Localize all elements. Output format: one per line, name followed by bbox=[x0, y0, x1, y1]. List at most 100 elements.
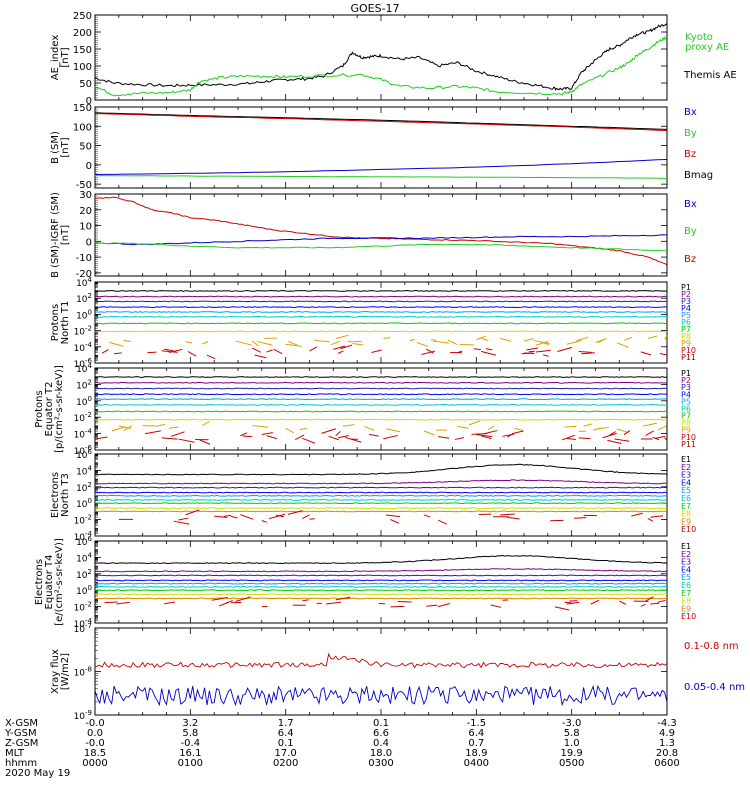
y-tick-label: 10-8 bbox=[74, 666, 92, 679]
legend-p5: P5 bbox=[681, 311, 691, 320]
y-tick-label: 104 bbox=[76, 464, 92, 477]
series-p10 bbox=[302, 437, 316, 444]
series-p10 bbox=[609, 431, 616, 436]
legend-p11: P11 bbox=[681, 353, 696, 362]
y-tick-label: 10-2 bbox=[74, 514, 92, 527]
y-tick-label: -20 bbox=[76, 269, 92, 280]
series-e10 bbox=[426, 604, 438, 607]
series-e10 bbox=[326, 601, 342, 605]
legend-p8: P8 bbox=[681, 419, 691, 428]
series-bx bbox=[94, 234, 668, 246]
legend-e5: E5 bbox=[681, 573, 691, 582]
series-p9 bbox=[433, 340, 450, 344]
legend-e7: E7 bbox=[681, 589, 691, 598]
y-axis-label: [W/m2] bbox=[60, 653, 71, 690]
series-p10 bbox=[480, 350, 497, 356]
legend-e7: E7 bbox=[681, 502, 691, 511]
series-p10 bbox=[383, 434, 399, 440]
panel-electronsN bbox=[94, 453, 668, 537]
series-p2 bbox=[94, 295, 668, 298]
y-tick-label: 20 bbox=[79, 206, 92, 217]
series-0-05-0-4-nm bbox=[94, 684, 668, 707]
series-p10 bbox=[266, 349, 273, 353]
legend-p2: P2 bbox=[681, 376, 691, 385]
series-p9 bbox=[423, 430, 435, 436]
series-e10 bbox=[390, 519, 400, 524]
series-p9 bbox=[118, 425, 131, 430]
panel-bigrf bbox=[94, 193, 668, 277]
series-p9 bbox=[523, 338, 534, 342]
ephemeris-value: 0.1 bbox=[278, 738, 294, 749]
series-e10 bbox=[590, 599, 600, 605]
series-p10 bbox=[266, 435, 277, 440]
series-p8 bbox=[94, 418, 668, 421]
panel-frame bbox=[94, 14, 668, 101]
series-e10 bbox=[173, 520, 190, 525]
series-p10 bbox=[480, 435, 492, 440]
y-tick-label: 10-6 bbox=[74, 357, 93, 370]
series-p10 bbox=[654, 435, 666, 439]
legend-p11: P11 bbox=[681, 440, 696, 449]
series-bz bbox=[94, 196, 668, 266]
y-tick-label: 10-4 bbox=[74, 428, 93, 441]
series-p9 bbox=[342, 424, 355, 427]
y-tick-label: 150 bbox=[73, 103, 92, 114]
y-axis-label: B (SM)-IGRF (SM) bbox=[50, 192, 61, 278]
series-p8 bbox=[95, 330, 667, 333]
series-e6 bbox=[94, 585, 668, 588]
series-p10 bbox=[368, 433, 379, 437]
y-axis-label: AE_index bbox=[50, 35, 61, 81]
series-p9 bbox=[476, 335, 486, 340]
ephemeris-value: 17.0 bbox=[275, 748, 297, 759]
ephemeris-label-x-gsm: X-GSM bbox=[5, 718, 38, 729]
series-themis-ae bbox=[94, 23, 668, 91]
series-e10 bbox=[164, 601, 176, 605]
ephemeris-label-z-gsm: Z-GSM bbox=[5, 738, 38, 749]
y-axis-label: Electrons bbox=[34, 559, 45, 605]
legend-e10: E10 bbox=[681, 525, 696, 534]
series-p9 bbox=[299, 427, 308, 431]
ephemeris-value: 4.9 bbox=[659, 728, 675, 739]
legend-p9: P9 bbox=[681, 339, 691, 348]
series-p9 bbox=[123, 425, 133, 432]
series-e10 bbox=[640, 603, 646, 607]
series-e10 bbox=[650, 602, 660, 605]
legend-e10: E10 bbox=[681, 612, 696, 621]
series-e10 bbox=[500, 513, 515, 516]
series-p9 bbox=[643, 422, 658, 427]
ephemeris-value: 0500 bbox=[559, 758, 584, 769]
series-p10 bbox=[164, 348, 174, 352]
legend-e8: E8 bbox=[681, 597, 691, 606]
series-e5 bbox=[94, 494, 668, 497]
series-e10 bbox=[185, 509, 200, 516]
series-p10 bbox=[206, 354, 216, 360]
series-by bbox=[94, 242, 667, 252]
y-axis-label: [nT] bbox=[60, 47, 71, 67]
series-p9 bbox=[616, 342, 629, 348]
series-p3 bbox=[94, 387, 668, 390]
ephemeris-value: 19.9 bbox=[561, 748, 583, 759]
y-tick-label: 200 bbox=[73, 28, 92, 39]
series-p5 bbox=[94, 398, 668, 401]
y-tick-label: 100 bbox=[76, 497, 92, 510]
legend-e6: E6 bbox=[681, 494, 691, 503]
series-p10 bbox=[333, 345, 346, 350]
series-p5 bbox=[94, 311, 668, 313]
legend-e5: E5 bbox=[681, 486, 691, 495]
legend-bmag: Bmag bbox=[684, 170, 713, 181]
series-p10 bbox=[485, 348, 493, 351]
series-e10 bbox=[230, 515, 238, 519]
series-p9 bbox=[583, 423, 592, 427]
panel-frame bbox=[94, 540, 668, 624]
series-e9 bbox=[95, 597, 668, 600]
series-p10 bbox=[294, 434, 305, 441]
series-p9 bbox=[664, 335, 668, 340]
series-p10 bbox=[542, 354, 549, 357]
panel-electronsE bbox=[94, 540, 668, 624]
series-e10 bbox=[423, 514, 431, 518]
ephemeris-value: -0.0 bbox=[85, 718, 105, 729]
ephemeris-label-y-gsm: Y-GSM bbox=[4, 728, 37, 739]
series-p10 bbox=[171, 431, 185, 437]
ephemeris-value: 0.1 bbox=[373, 718, 389, 729]
series-p9 bbox=[385, 428, 401, 433]
